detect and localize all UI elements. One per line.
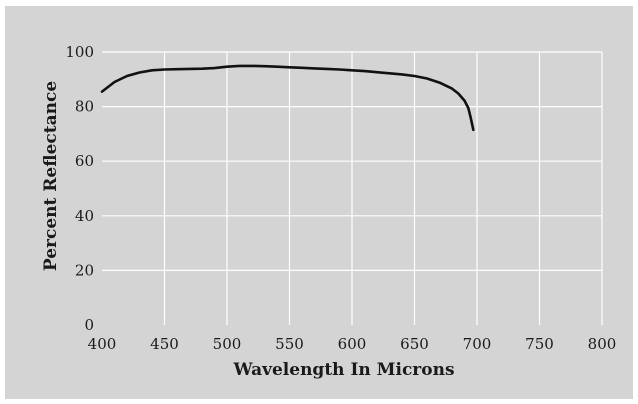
x-tick-label: 750	[525, 335, 554, 353]
chart-panel: 0 20 40 60 80 100 400 450 500 550 600 650 700 750 800 …	[5, 6, 633, 399]
reflectance-series-line	[100, 64, 475, 132]
x-tick-label: 800	[588, 335, 617, 353]
x-tick-label: 500	[213, 335, 242, 353]
y-tick-label: 80	[75, 98, 94, 116]
y-tick-label: 0	[84, 316, 94, 334]
y-axis-title: Percent Reflectance	[41, 81, 61, 271]
series-layer	[100, 64, 475, 132]
x-tick-label: 700	[463, 335, 492, 353]
x-axis-title: Wavelength In Microns	[232, 360, 454, 380]
y-tick-label: 20	[75, 261, 94, 279]
grid-layer	[102, 51, 603, 325]
x-tick-label: 550	[275, 335, 304, 353]
x-tick-label: 450	[150, 335, 179, 353]
y-tick-label: 40	[75, 207, 94, 225]
x-tick-label: 650	[400, 335, 429, 353]
x-tick-label: 400	[88, 335, 117, 353]
x-tick-label: 600	[338, 335, 367, 353]
y-tick-label: 60	[75, 152, 94, 170]
y-tick-label: 100	[65, 43, 94, 61]
tick-labels: 0 20 40 60 80 100 400 450 500 550 600 650 700 750 800	[65, 43, 616, 353]
